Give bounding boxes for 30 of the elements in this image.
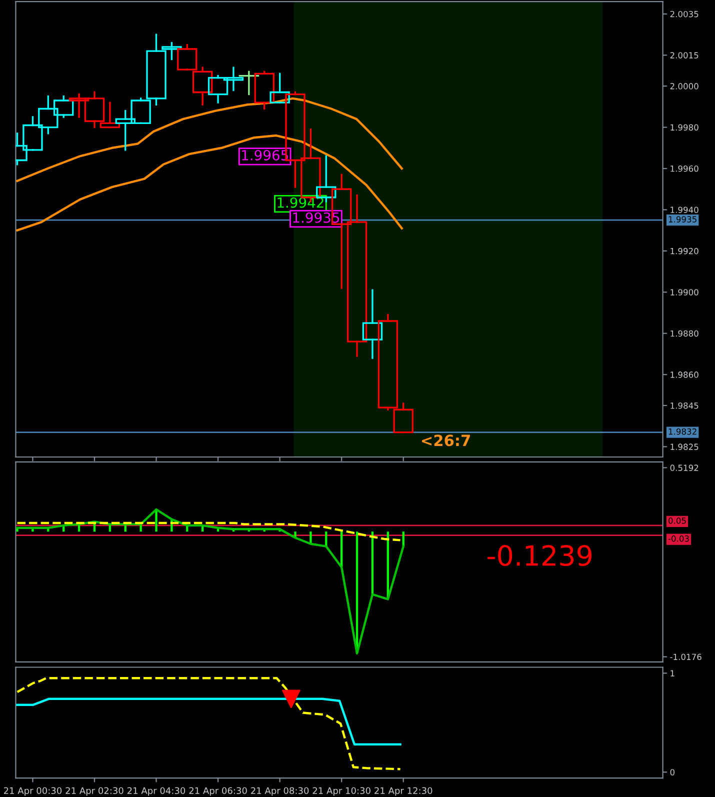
- y-tick-label: 1.9880: [670, 330, 698, 337]
- ref-line-label: 1.9832: [668, 428, 696, 435]
- y-tick-label: 0.5192: [670, 464, 698, 471]
- x-tick-label: 21 Apr 02:30: [66, 787, 124, 796]
- x-tick-label: 21 Apr 08:30: [251, 787, 309, 796]
- annotation: <26:7: [422, 434, 470, 446]
- annotation: 1.9942: [278, 197, 324, 208]
- y-tick-label: 2.0015: [670, 52, 698, 58]
- x-tick-label: 21 Apr 10:30: [312, 787, 370, 796]
- ref-line-label: 0.05: [668, 518, 686, 524]
- y-tick-label: 1.9845: [670, 402, 698, 409]
- y-tick-label: 1.9900: [670, 289, 698, 296]
- annotation: -0.1239: [488, 545, 592, 566]
- x-tick-label: 21 Apr 04:30: [127, 787, 186, 796]
- y-tick-label: 1.9980: [670, 124, 698, 131]
- y-tick-label: 0: [670, 769, 674, 776]
- y-tick-label: 1.9940: [670, 206, 698, 214]
- x-tick-label: 21 Apr 00:30: [4, 787, 62, 796]
- ref-line-label: -0.03: [668, 535, 689, 542]
- text: 1.9935: [668, 216, 696, 222]
- y-tick-label: 1.9920: [670, 248, 698, 254]
- y-tick-label: 1.9860: [670, 372, 698, 378]
- y-tick-label: 1.9960: [670, 165, 698, 172]
- y-tick-label: 1: [670, 670, 674, 676]
- x-tick-label: 21 Apr 12:30: [374, 787, 432, 796]
- y-tick-label: 2.0035: [670, 10, 698, 18]
- y-tick-label: -1.0176: [670, 654, 702, 660]
- y-tick-label: 2.0000: [670, 83, 698, 90]
- x-tick-label: 21 Apr 06:30: [189, 787, 247, 796]
- y-tick-label: 1.9825: [670, 444, 698, 450]
